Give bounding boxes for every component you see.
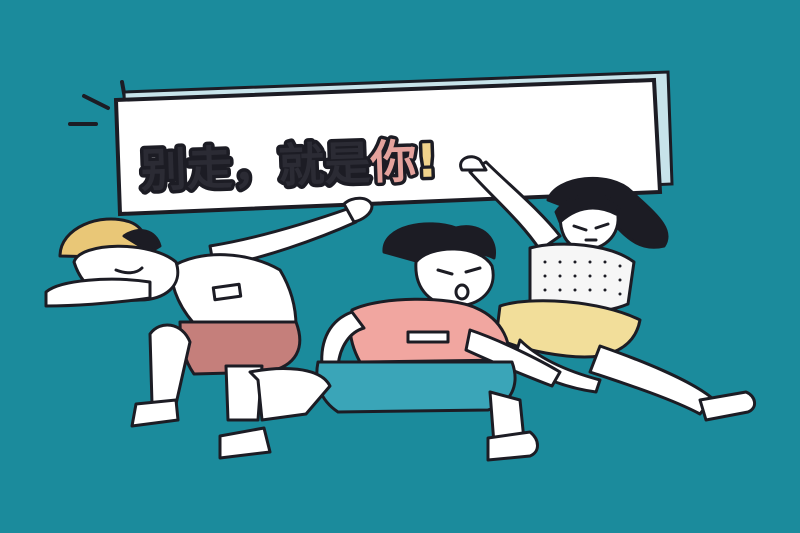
boy-with-cap-dabbing xyxy=(44,196,374,460)
banner-exclaim: ! xyxy=(415,133,438,188)
banner-title-accent: 你 xyxy=(368,134,417,190)
girl-in-dotted-top xyxy=(459,155,756,422)
banner-title-dark: 别走，就是 xyxy=(140,136,372,198)
banner: 别走，就是你! xyxy=(113,70,674,217)
boy-in-salmon-shirt-center xyxy=(248,222,562,462)
banner-panel xyxy=(113,77,663,217)
banner-title: 别走，就是你! xyxy=(140,133,439,197)
